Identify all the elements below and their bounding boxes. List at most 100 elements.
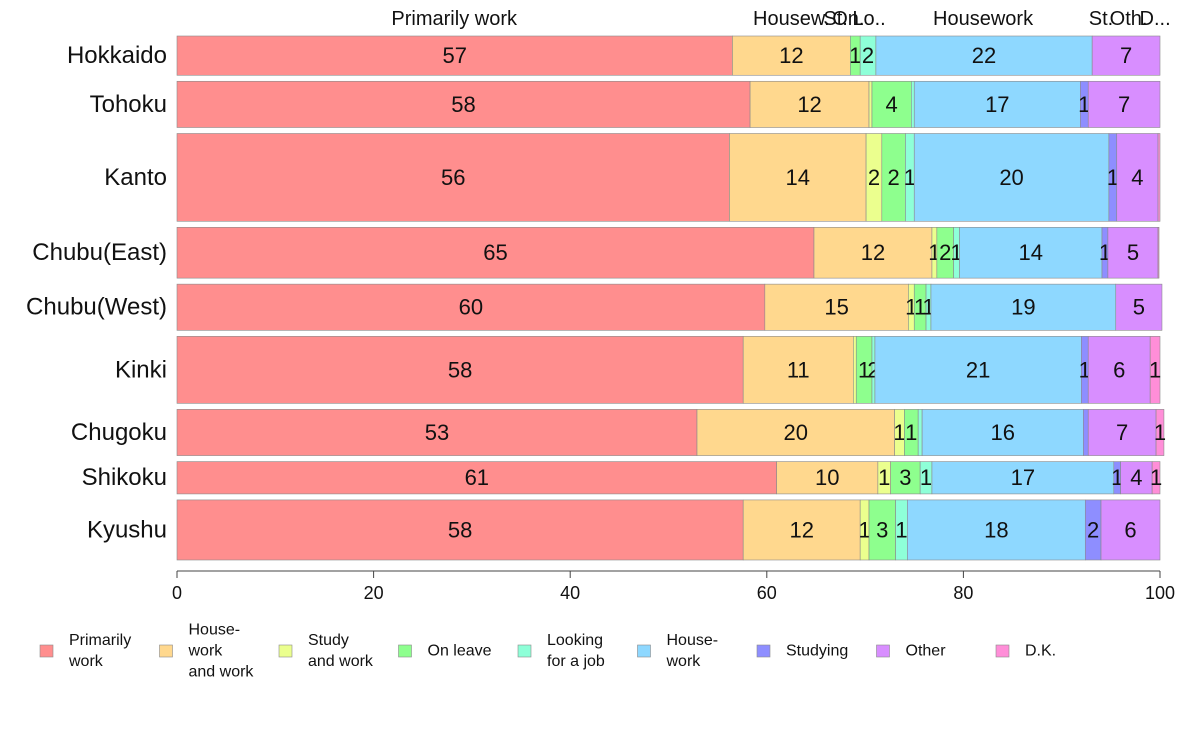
legend-label-housework-and-work-0: House- <box>189 622 241 639</box>
x-tick-label-60: 60 <box>757 583 777 603</box>
column-header-labels: Primarily work Housew.St.On.Lo.. Housework… <box>391 8 1170 30</box>
legend-swatch-primarily-work <box>39 644 54 658</box>
data-label-chubu-west-housework: 19 <box>1011 295 1035 320</box>
bar-segment-kanto-other <box>1116 133 1159 222</box>
bar-segment-kinki-study-and-work <box>853 336 857 404</box>
data-label-chubu-west-primarily-work: 60 <box>459 295 483 320</box>
data-label-kinki-studying: 1 <box>1079 357 1091 382</box>
data-label-kyushu-other: 6 <box>1124 517 1136 542</box>
data-label-hokkaido-other: 7 <box>1120 43 1132 68</box>
legend-label-other-0: Other <box>906 643 947 660</box>
data-label-shikoku-housework: 17 <box>1011 465 1035 490</box>
legend-swatch-on-leave <box>398 644 412 658</box>
bar-segment-shikoku-on-leave <box>890 461 921 495</box>
column-header-label-1: Housew. <box>753 8 830 30</box>
column-header-label-6: St. <box>1089 8 1113 30</box>
data-label-shikoku-studying: 1 <box>1111 465 1123 490</box>
data-label-chubu-east-housework: 14 <box>1018 240 1042 265</box>
x-tick-label-0: 0 <box>172 583 182 603</box>
x-tick-label-80: 80 <box>953 583 973 603</box>
bar-segment-shikoku-d-k <box>1151 461 1161 495</box>
bar-segment-tohoku-other <box>1087 80 1161 128</box>
data-label-kinki-housework: 21 <box>966 357 990 382</box>
bar-segment-chubu-east-other <box>1107 227 1159 279</box>
data-label-hokkaido-looking-for-a-job: 2 <box>862 43 874 68</box>
legend-swatch-other <box>876 644 890 658</box>
bar-segment-tohoku-housework <box>913 80 1081 128</box>
bar-segment-shikoku-primarily-work <box>176 461 777 495</box>
category-label-chubu-west: Chubu(West) <box>26 294 167 321</box>
legend-swatch-looking-for-a-job <box>517 644 532 658</box>
data-label-chubu-east-other: 5 <box>1127 240 1139 265</box>
data-label-tohoku-housework-and-work: 12 <box>797 92 821 117</box>
bar-segment-kinki-housework-and-work <box>742 336 854 404</box>
data-label-chugoku-on-leave: 1 <box>905 420 917 445</box>
bar-segment-kanto-housework-and-work <box>729 133 867 222</box>
column-header-label-5: Housework <box>933 8 1034 30</box>
data-label-kanto-housework-and-work: 14 <box>786 165 810 190</box>
legend-swatch-studying <box>756 644 771 658</box>
data-label-shikoku-looking-for-a-job: 1 <box>920 465 932 490</box>
data-label-kyushu-studying: 2 <box>1087 517 1099 542</box>
x-axis: 0 20 40 60 80 100 <box>172 570 1175 603</box>
data-label-chubu-west-housework-and-work: 15 <box>824 295 848 320</box>
data-label-kinki-housework-and-work: 11 <box>787 357 810 382</box>
category-label-hokkaido: Hokkaido <box>67 42 167 69</box>
data-label-chugoku-study-and-work: 1 <box>893 420 905 445</box>
legend-label-looking-for-a-job-1: for a job <box>547 653 605 670</box>
data-label-kanto-primarily-work: 56 <box>441 165 465 190</box>
data-label-kinki-other: 6 <box>1113 357 1125 382</box>
data-label-hokkaido-primarily-work: 57 <box>442 43 466 68</box>
data-label-kinki-d-k: 1 <box>1149 357 1161 382</box>
data-label-shikoku-d-k: 1 <box>1150 465 1162 490</box>
legend-label-housework-0: House- <box>667 632 719 649</box>
bar-segment-kanto-housework <box>913 133 1110 222</box>
category-label-kanto: Kanto <box>104 164 167 191</box>
bar-segment-chugoku-primarily-work <box>176 409 698 456</box>
data-label-kanto-studying: 1 <box>1107 165 1119 190</box>
data-label-tohoku-on-leave: 4 <box>886 92 898 117</box>
category-label-chugoku: Chugoku <box>71 419 167 446</box>
data-label-kanto-looking-for-a-job: 1 <box>904 165 916 190</box>
legend-label-primarily-work-1: work <box>68 653 104 670</box>
bar-segment-chugoku-other <box>1087 409 1157 456</box>
data-label-shikoku-on-leave: 3 <box>899 465 911 490</box>
data-label-kyushu-looking-for-a-job: 1 <box>895 517 907 542</box>
data-label-tohoku-primarily-work: 58 <box>451 92 475 117</box>
bar-segment-tohoku-primarily-work <box>176 80 751 128</box>
data-label-hokkaido-housework: 22 <box>972 43 996 68</box>
bar-segment-kinki-d-k <box>1149 336 1161 404</box>
bar-segment-kyushu-on-leave <box>868 499 896 561</box>
bar-segment-chubu-east-primarily-work <box>176 227 815 279</box>
bar-segment-hokkaido-housework <box>875 35 1093 76</box>
bar-segment-chugoku-studying <box>1083 409 1089 456</box>
data-label-kanto-housework: 20 <box>999 165 1023 190</box>
data-label-chubu-west-on-leave: 1 <box>914 295 926 320</box>
legend-swatch-housework <box>637 644 651 658</box>
column-header-label-7: Oth. <box>1110 8 1148 30</box>
data-label-tohoku-other: 7 <box>1118 92 1130 117</box>
data-label-chugoku-housework-and-work: 20 <box>784 420 808 445</box>
bar-segment-hokkaido-housework-and-work <box>732 35 851 76</box>
data-label-shikoku-primarily-work: 61 <box>465 465 489 490</box>
data-label-kyushu-housework: 18 <box>984 517 1008 542</box>
category-label-chubu-east: Chubu(East) <box>32 239 167 266</box>
bar-segment-tohoku-study-and-work <box>868 80 873 128</box>
data-label-chugoku-d-k: 1 <box>1154 420 1166 445</box>
x-tick-label-40: 40 <box>560 583 580 603</box>
data-label-kyushu-primarily-work: 58 <box>448 517 472 542</box>
bar-segment-chugoku-housework-and-work <box>696 409 895 456</box>
legend-label-looking-for-a-job-0: Looking <box>547 632 603 649</box>
bar-segment-kinki-housework <box>874 336 1082 404</box>
column-header-label-3: On. <box>832 8 864 30</box>
bar-segment-kyushu-primarily-work <box>176 499 744 561</box>
data-label-kyushu-housework-and-work: 12 <box>789 517 813 542</box>
data-label-chubu-east-housework-and-work: 12 <box>861 240 885 265</box>
legend-label-primarily-work-0: Primarily <box>69 632 131 649</box>
legend-swatch-d-k <box>995 644 1010 658</box>
bar-segment-chubu-west-other <box>1115 283 1163 331</box>
bar-segment-kyushu-housework-and-work <box>742 499 861 561</box>
legend-label-housework-and-work-1: work <box>188 643 224 660</box>
data-label-shikoku-other: 4 <box>1130 465 1142 490</box>
